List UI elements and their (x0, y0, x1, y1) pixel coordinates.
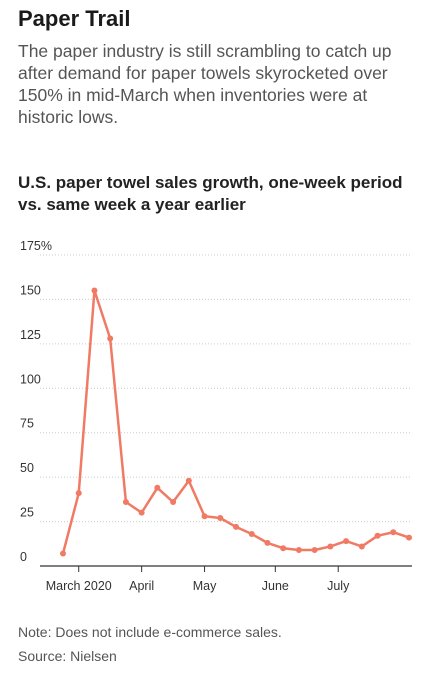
data-point (343, 538, 350, 545)
data-point (91, 287, 98, 294)
y-tick-label: 125 (20, 328, 41, 342)
x-tick-label: June (262, 579, 289, 593)
headline: Paper Trail (18, 6, 131, 31)
data-point (280, 545, 287, 552)
dek: The paper industry is still scrambling t… (18, 41, 392, 127)
data-point (406, 534, 412, 541)
axis-layer: 0 25 50 75 100 125 150 175% March 2020 April May Ju… (20, 239, 412, 593)
x-tick-label: April (129, 579, 154, 593)
y-tick-label: 25 (20, 506, 34, 520)
y-tick-label: 100 (20, 372, 41, 386)
series-layer (60, 287, 412, 557)
x-tick-label: March 2020 (46, 579, 112, 593)
y-tick-label: 150 (20, 283, 41, 297)
data-point (170, 499, 177, 506)
data-point (264, 539, 271, 546)
data-point (217, 515, 224, 522)
data-point (154, 484, 161, 491)
data-point (75, 490, 82, 497)
data-point (138, 509, 145, 516)
grid-layer (40, 254, 412, 523)
data-point (107, 335, 114, 342)
data-point (374, 532, 381, 539)
y-tick-label: 175% (20, 239, 52, 253)
series-line (61, 289, 410, 554)
y-tick-label: 0 (20, 550, 27, 564)
data-point (295, 547, 302, 554)
data-point (358, 543, 365, 550)
chart-title: U.S. paper towel sales growth, one-week … (18, 173, 403, 214)
data-point (390, 529, 397, 536)
data-point (201, 513, 208, 520)
y-tick-label: 50 (20, 461, 34, 475)
data-point (60, 550, 66, 557)
data-point (311, 547, 318, 554)
data-point (327, 543, 334, 550)
data-point (248, 531, 255, 538)
data-point (233, 523, 239, 530)
line-chart: 0 25 50 75 100 125 150 175% March 2020 April May Ju… (20, 239, 412, 593)
chart-note: Note: Does not include e-commerce sales. (18, 624, 282, 640)
x-tick-label: May (193, 579, 217, 593)
x-tick-label: July (327, 579, 350, 593)
data-point (122, 499, 129, 506)
chart-source: Source: Nielsen (18, 648, 117, 664)
data-point (185, 477, 192, 484)
y-tick-label: 75 (20, 417, 34, 431)
